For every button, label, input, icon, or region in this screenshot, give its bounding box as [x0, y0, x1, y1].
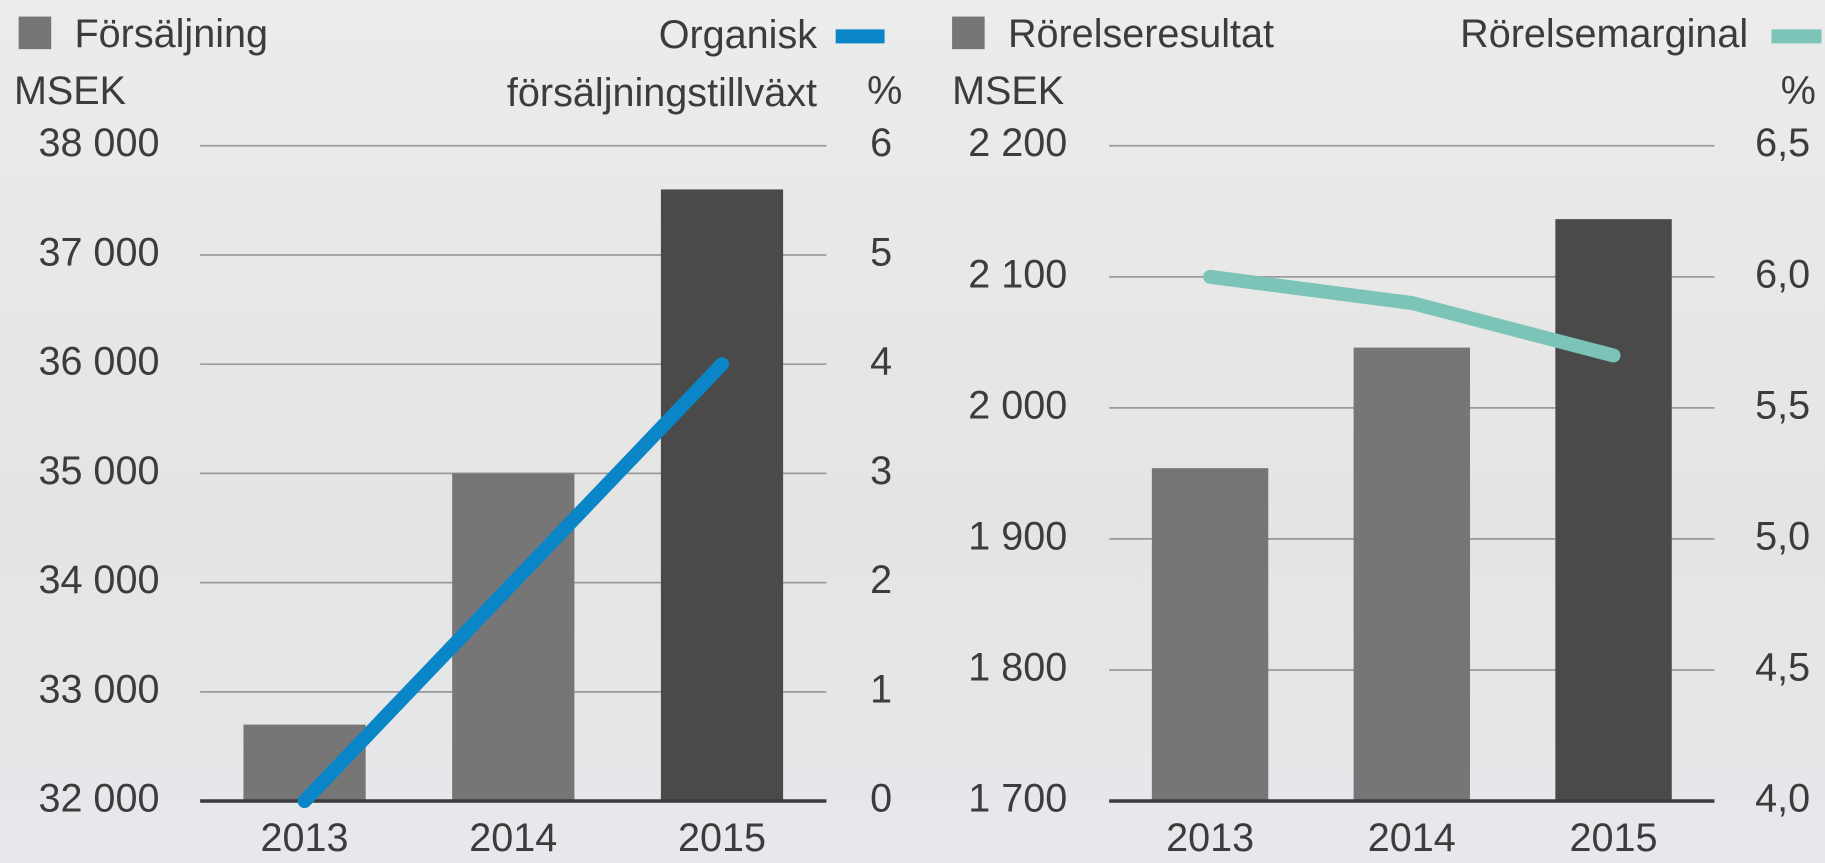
x-tick-label: 2013: [1166, 816, 1254, 860]
y2-axis-label: %: [1781, 69, 1816, 113]
x-tick-label: 2014: [1368, 816, 1456, 860]
y-tick-label: 1 800: [968, 645, 1067, 689]
legend-box: Organisk försäljningstillväxt: [506, 13, 818, 116]
y2-tick-label: 4,5: [1755, 645, 1810, 689]
bar: [1353, 347, 1471, 802]
y-tick-label: 1 700: [968, 776, 1067, 820]
y-tick-label: 37 000: [38, 230, 159, 274]
y-tick-label: 35 000: [38, 449, 159, 493]
y-tick-label: 33 000: [38, 667, 159, 711]
y2-axis-label: %: [867, 69, 902, 113]
legend-label: Organisk försäljningstillväxt: [506, 13, 818, 116]
y-tick-label: 34 000: [38, 558, 159, 602]
y2-tick-label: 6,5: [1755, 121, 1810, 165]
legend-label: Rörelseresultat: [1008, 12, 1274, 56]
y-tick-label: 32 000: [38, 776, 159, 820]
line: [1203, 269, 1621, 363]
legend-swatch: [18, 16, 52, 50]
bar: [660, 189, 784, 802]
y2-tick-label: 3: [870, 449, 892, 493]
bar: [452, 473, 575, 802]
legend-swatch: [952, 16, 985, 50]
y2-tick-label: 6,0: [1755, 252, 1810, 296]
y-tick-label: 1 900: [968, 514, 1067, 558]
bar: [1555, 219, 1672, 802]
y2-tick-label: 4,0: [1755, 776, 1810, 820]
y-tick-label: 2 200: [968, 121, 1067, 165]
x-tick-label: 2015: [1570, 816, 1658, 860]
y2-tick-label: 5,5: [1755, 383, 1810, 427]
y-tick-label: 2 000: [968, 383, 1067, 427]
y2-tick-label: 2: [870, 558, 892, 602]
x-tick-label: 2013: [261, 816, 349, 860]
y2-tick-label: 1: [870, 667, 892, 711]
legend-label: Rörelsemarginal: [1460, 12, 1748, 56]
legend-label: Försäljning: [74, 12, 268, 56]
line: [297, 357, 729, 809]
y2-tick-label: 0: [870, 776, 892, 820]
y-tick-label: 36 000: [38, 340, 159, 384]
y2-tick-label: 6: [870, 121, 892, 165]
bar: [1151, 468, 1269, 802]
y-tick-label: 38 000: [38, 121, 159, 165]
y-tick-label: 2 100: [968, 252, 1067, 296]
y-axis-label: MSEK: [952, 69, 1064, 113]
y-axis-label: MSEK: [14, 69, 126, 113]
y2-tick-label: 5: [870, 230, 892, 274]
y2-tick-label: 5,0: [1755, 514, 1810, 558]
x-tick-label: 2014: [469, 816, 557, 860]
y2-tick-label: 4: [870, 340, 892, 384]
x-tick-label: 2015: [678, 816, 766, 860]
